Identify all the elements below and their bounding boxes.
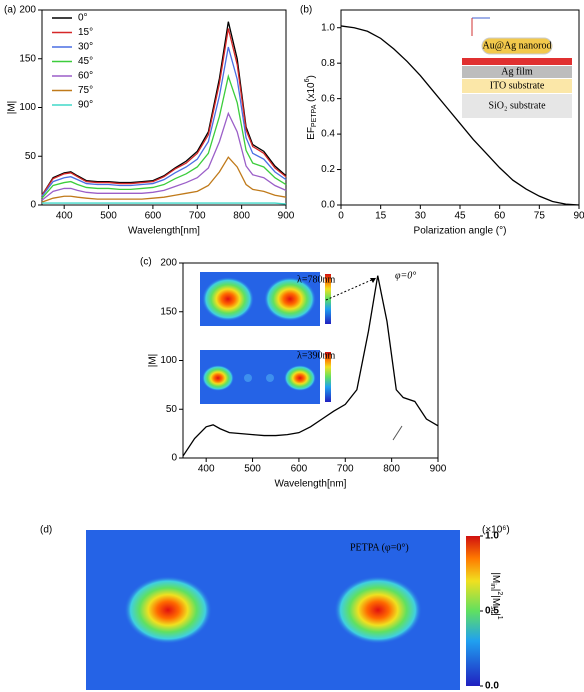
y-axis-label: |M| <box>7 101 18 115</box>
x-tick-label: 400 <box>56 211 73 222</box>
hot-spot <box>124 576 212 644</box>
x-tick-label: 800 <box>383 464 400 475</box>
panel-label: (d) <box>40 525 52 536</box>
y-tick-label: 0.2 <box>321 164 335 175</box>
inset-label: Au@Ag nanorod <box>483 40 552 51</box>
y-tick-label: 0.4 <box>321 129 335 140</box>
y-tick-label: 100 <box>19 102 36 113</box>
colorbar-label: |Min|2|Msc|1 <box>489 572 503 619</box>
series-line <box>340 25 580 206</box>
y-tick-label: 0.6 <box>321 93 335 104</box>
annotation: λ=390nm <box>297 350 335 361</box>
label-part: EF <box>306 127 317 140</box>
x-tick-label: 30 <box>415 211 427 222</box>
y-axis-label: EFPETPA (x106) <box>304 75 318 140</box>
x-axis-label: Wavelength[nm] <box>275 479 347 490</box>
label-part: |M <box>490 572 501 583</box>
x-tick-label: 800 <box>233 211 250 222</box>
x-tick-label: 900 <box>278 211 295 222</box>
x-tick-label: 700 <box>337 464 354 475</box>
label-part: | <box>490 613 501 616</box>
series-line <box>182 275 439 457</box>
legend-label: 15° <box>78 27 93 38</box>
x-axis-label: Wavelength[nm] <box>128 226 200 237</box>
label-part: in <box>489 583 496 589</box>
x-tick-label: 45 <box>454 211 466 222</box>
y-tick-label: 150 <box>19 53 36 64</box>
annotation: φ=0° <box>395 270 416 281</box>
y-axis-label: |M| <box>148 354 159 368</box>
x-tick-label: 60 <box>494 211 506 222</box>
y-tick-label: 100 <box>160 355 177 366</box>
legend-label: 60° <box>78 71 93 82</box>
y-tick-label: 50 <box>25 151 37 162</box>
legend-label: 90° <box>78 100 93 111</box>
colorbar-unit: (×10⁶) <box>482 525 510 536</box>
label-part: ) <box>306 75 317 78</box>
y-tick-label: 0.8 <box>321 58 335 69</box>
inset-label: ITO substrate <box>490 80 545 91</box>
series-line <box>41 28 287 196</box>
label-part: 6 <box>304 78 311 82</box>
colorbar-tick-label: 0.5 <box>485 606 499 617</box>
y-tick-label: 200 <box>160 258 177 269</box>
x-axis-label: Polarization angle (°) <box>414 226 507 237</box>
y-tick-label: 0 <box>171 453 177 464</box>
x-tick-label: 0 <box>338 211 344 222</box>
panel-label: (a) <box>4 5 16 16</box>
inset-diagram <box>462 17 572 118</box>
x-tick-label: 15 <box>375 211 387 222</box>
label-part: PETPA <box>311 104 318 127</box>
series-line <box>41 46 287 197</box>
colorbar-tick-label: 0.0 <box>485 681 499 692</box>
x-tick-label: 500 <box>244 464 261 475</box>
series-line <box>42 202 287 205</box>
x-tick-label: 75 <box>534 211 546 222</box>
series-line <box>41 73 287 199</box>
y-tick-label: 200 <box>19 5 36 16</box>
x-tick-label: 600 <box>145 211 162 222</box>
hot-spot <box>334 576 422 644</box>
x-tick-label: 400 <box>198 464 215 475</box>
x-tick-label: 500 <box>100 211 117 222</box>
legend-label: 45° <box>78 56 93 67</box>
x-tick-label: 900 <box>430 464 447 475</box>
y-tick-label: 150 <box>160 306 177 317</box>
label-part: |M <box>490 595 501 606</box>
panel-label: (c) <box>140 257 152 268</box>
field-insets <box>200 272 403 441</box>
x-tick-label: 600 <box>291 464 308 475</box>
legend-label: 75° <box>78 85 93 96</box>
x-tick-label: 90 <box>573 211 584 222</box>
y-tick-label: 0 <box>30 200 36 211</box>
label-part: (x10 <box>306 82 317 105</box>
legend-label: 0° <box>78 13 88 24</box>
colorbar-tick-label: 1.0 <box>485 531 499 542</box>
label-part: 1 <box>496 616 503 620</box>
label-part: 2 <box>496 591 503 595</box>
legend-label: 30° <box>78 42 93 53</box>
y-tick-label: 0.0 <box>321 200 335 211</box>
y-tick-label: 1.0 <box>321 22 335 33</box>
inset-label: SiO₂ substrate <box>488 100 546 111</box>
heatmap-title: PETPA (φ=0°) <box>350 542 409 553</box>
y-tick-label: 50 <box>166 404 178 415</box>
x-tick-label: 700 <box>189 211 206 222</box>
colorbar <box>466 536 480 686</box>
label-part: | <box>490 589 501 592</box>
series-line <box>41 156 287 203</box>
annotation: λ=780nm <box>297 274 335 285</box>
panel-label: (b) <box>300 5 312 16</box>
inset-label: Ag film <box>501 66 533 77</box>
label-part: sc <box>489 606 496 614</box>
series-line <box>41 111 287 201</box>
